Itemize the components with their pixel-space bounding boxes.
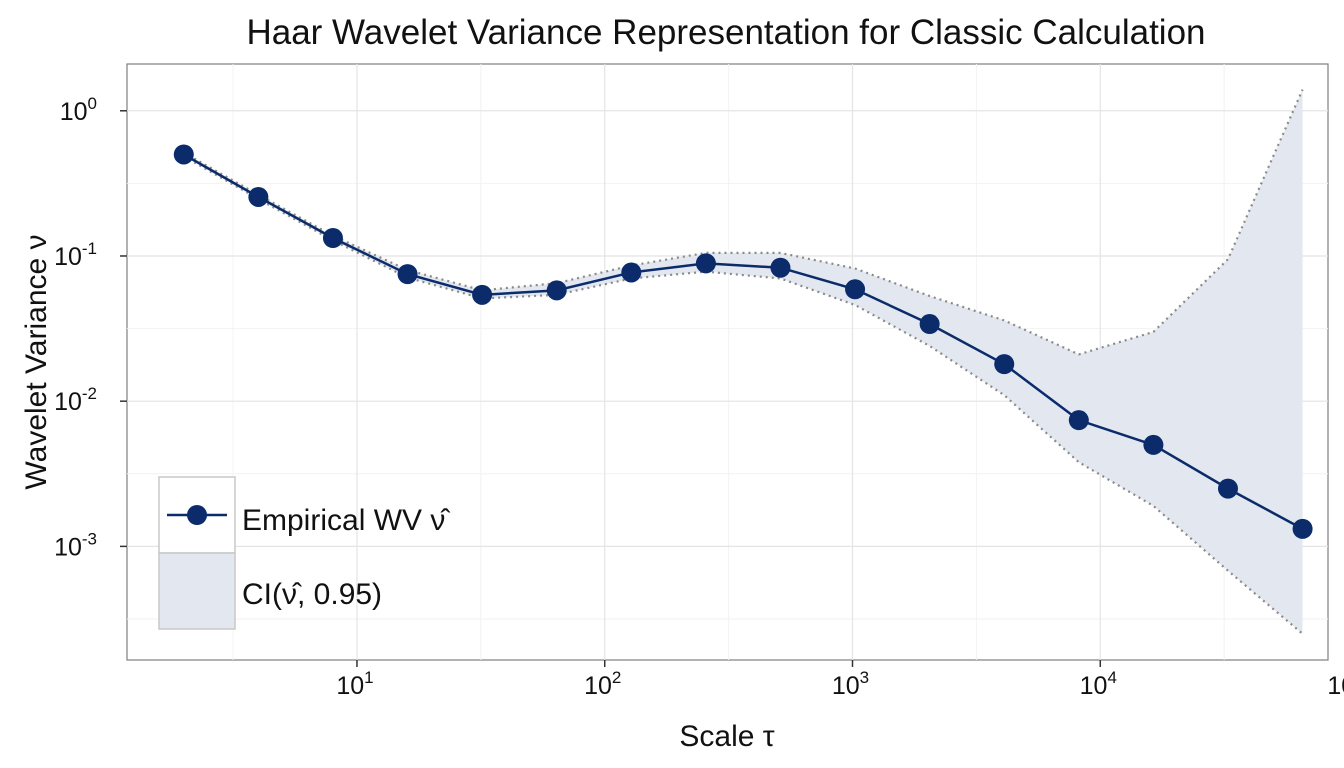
x-axis: 101 102 103 104 105 [336,660,1344,700]
x-tick-label: 105 [1327,668,1344,700]
ci-upper-line [183,89,1304,356]
y-axis: 10-3 10-2 10-1 100 [54,94,127,561]
x-tick-label: 103 [832,668,869,700]
major-grid [127,64,1328,660]
data-point [994,354,1015,375]
x-tick-label: 101 [336,668,373,700]
data-point [1292,518,1313,539]
legend-key-marker [187,505,207,525]
y-axis-label: Wavelet Variance ν [20,234,53,489]
ci-band [183,89,1303,634]
data-point [1068,410,1089,431]
data-point [173,144,194,165]
series-layer [173,144,1313,539]
ci-band-layer [183,89,1304,635]
y-axis-label-symbol: ν [20,234,53,249]
data-point [621,262,642,283]
data-point [770,257,791,278]
data-point [322,228,343,248]
y-tick-label: 10-1 [54,239,97,271]
y-tick-label: 10-2 [54,384,97,416]
legend-key-ci-box [158,552,236,630]
y-axis-label-text: Wavelet Variance [20,258,53,490]
legend-ci-suffix: , 0.95) [297,578,382,611]
data-point [397,264,418,285]
x-tick-label: 104 [1080,668,1117,700]
legend-empirical-text: Empirical WV [242,504,422,537]
y-tick-label: 100 [60,94,97,126]
data-point [919,314,940,335]
legend-label-ci: CI(ν̂, 0.95) [242,578,382,611]
series-line [183,153,1304,530]
x-axis-label-symbol: τ [763,720,775,753]
chart-title: Haar Wavelet Variance Representation for… [246,13,1205,52]
data-point [472,284,493,305]
data-point [695,253,716,274]
legend-label-empirical-wv: Empirical WV ν̂ [242,504,450,537]
data-point [1143,434,1164,455]
x-axis-label: Scale τ [679,720,774,753]
legend-ci-prefix: CI( [242,578,282,611]
data-point [248,186,269,207]
ci-lower-line [183,155,1304,635]
y-tick-label: 10-3 [54,529,97,561]
data-point [845,279,866,300]
x-axis-label-text: Scale [679,720,754,753]
legend: Empirical WV ν̂ CI(ν̂, 0.95) [158,476,450,630]
data-point [546,280,567,301]
x-tick-label: 102 [584,668,621,700]
data-point [1217,478,1238,499]
